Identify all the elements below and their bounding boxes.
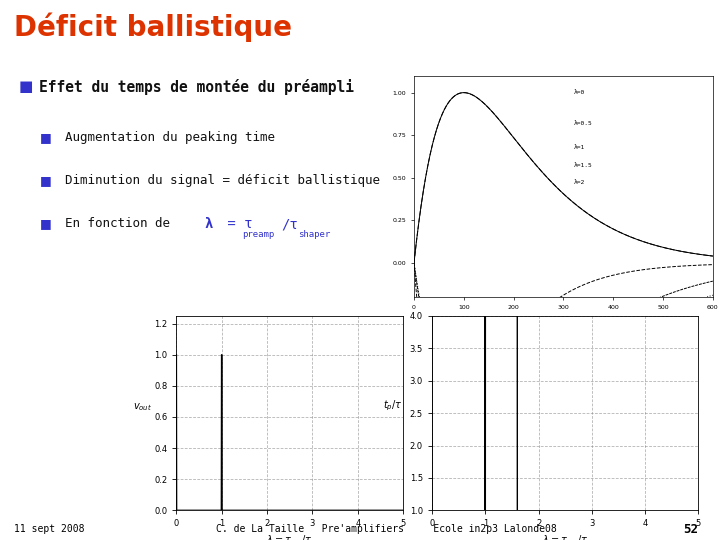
Text: C. de La Taille   Pre'amplifiers     Ecole in2p3 Lalonde08: C. de La Taille Pre'amplifiers Ecole in2… [216, 524, 557, 534]
Text: λ=2: λ=2 [573, 180, 585, 185]
Text: Augmentation du peaking time: Augmentation du peaking time [65, 131, 274, 144]
Text: ■: ■ [19, 79, 33, 94]
Text: 11 sept 2008: 11 sept 2008 [14, 524, 85, 534]
Y-axis label: $t_p/\tau$: $t_p/\tau$ [383, 399, 403, 413]
Text: λ=0.5: λ=0.5 [573, 121, 592, 126]
Text: En fonction de: En fonction de [65, 217, 177, 230]
Text: 52: 52 [683, 523, 698, 536]
Text: Effet du temps de montée du préampli: Effet du temps de montée du préampli [40, 79, 354, 95]
Text: shaper: shaper [298, 230, 330, 239]
Text: preamp: preamp [242, 230, 274, 239]
X-axis label: $\lambda = \tau_{pre}/\tau$: $\lambda = \tau_{pre}/\tau$ [541, 534, 589, 540]
Text: ■: ■ [40, 217, 51, 230]
Text: = τ: = τ [219, 217, 253, 231]
Y-axis label: $v_{out}$: $v_{out}$ [133, 401, 153, 413]
X-axis label: $\lambda = \tau_{pre}/\tau$: $\lambda = \tau_{pre}/\tau$ [266, 534, 313, 540]
Text: ■: ■ [40, 174, 51, 187]
Text: /τ: /τ [282, 217, 298, 231]
Text: Déficit ballistique: Déficit ballistique [14, 12, 292, 42]
Text: Diminution du signal = déficit ballistique: Diminution du signal = déficit ballistiq… [65, 174, 379, 187]
Text: λ=0: λ=0 [573, 90, 585, 95]
Text: ■: ■ [40, 131, 51, 144]
Text: λ=1.5: λ=1.5 [573, 164, 592, 168]
Text: λ=1: λ=1 [573, 145, 585, 150]
X-axis label: time [n.s]: time [n.s] [546, 315, 580, 322]
Text: λ: λ [204, 217, 213, 231]
